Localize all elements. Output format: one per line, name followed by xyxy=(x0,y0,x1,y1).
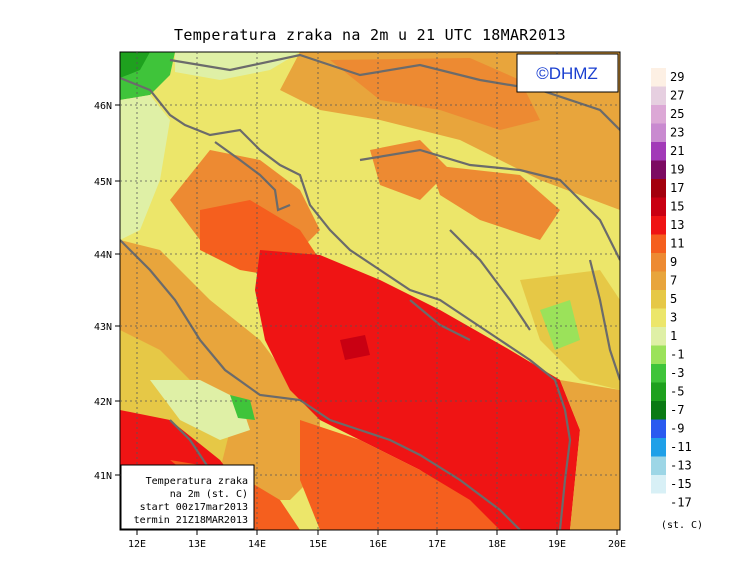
legend-label: 25 xyxy=(670,107,684,121)
info-box: Temperatura zraka na 2m (st. C) start 00… xyxy=(120,464,255,530)
lat-label: 43N xyxy=(94,322,112,333)
legend-label: 19 xyxy=(670,163,684,177)
lon-label: 15E xyxy=(309,539,327,550)
lat-label: 44N xyxy=(94,250,112,261)
lon-label: 19E xyxy=(548,539,566,550)
info-line: na 2m (st. C) xyxy=(170,489,248,500)
legend-swatch xyxy=(651,179,666,198)
copyright-box: ©DHMZ xyxy=(516,53,619,93)
legend-label: -13 xyxy=(670,459,692,473)
legend-label: 11 xyxy=(670,237,684,251)
legend-label: 3 xyxy=(670,311,677,325)
legend-unit: (st. C) xyxy=(661,520,703,531)
legend-swatch xyxy=(651,345,666,364)
legend-label: 29 xyxy=(670,70,684,84)
legend-label: -17 xyxy=(670,496,692,510)
legend-swatch xyxy=(651,68,666,87)
latitude-labels: 46N 45N 44N 43N 42N 41N xyxy=(94,101,112,482)
legend-swatch xyxy=(651,438,666,457)
legend-swatch xyxy=(651,364,666,383)
legend-swatch xyxy=(651,290,666,309)
legend-swatch xyxy=(651,382,666,401)
map-border xyxy=(119,51,621,531)
lat-label: 42N xyxy=(94,397,112,408)
lon-label: 17E xyxy=(428,539,446,550)
legend-swatch xyxy=(651,160,666,179)
legend-swatch xyxy=(651,142,666,161)
legend-label: 9 xyxy=(670,255,677,269)
lon-label: 12E xyxy=(128,539,146,550)
lat-label: 41N xyxy=(94,471,112,482)
graticule xyxy=(120,52,620,530)
legend-label: 15 xyxy=(670,200,684,214)
copyright-text: ©DHMZ xyxy=(536,64,598,83)
legend-swatch xyxy=(651,123,666,142)
longitude-labels: 12E 13E 14E 15E 16E 17E 18E 19E 20E xyxy=(128,539,626,550)
legend-swatch xyxy=(651,327,666,346)
info-line: Temperatura zraka xyxy=(146,476,248,487)
legend-swatch xyxy=(651,234,666,253)
legend-swatch xyxy=(651,308,666,327)
lat-label: 46N xyxy=(94,101,112,112)
legend-label: 17 xyxy=(670,181,684,195)
legend-swatch xyxy=(651,419,666,438)
legend-swatch xyxy=(651,456,666,475)
legend-label: -9 xyxy=(670,422,684,436)
info-line: termin 21Z18MAR2013 xyxy=(134,515,248,526)
tick-marks xyxy=(115,104,618,535)
lon-label: 13E xyxy=(188,539,206,550)
legend-swatch xyxy=(651,271,666,290)
legend-label: -15 xyxy=(670,477,692,491)
legend-label: 13 xyxy=(670,218,684,232)
coastlines xyxy=(120,53,620,530)
legend-swatch xyxy=(651,216,666,235)
lon-label: 18E xyxy=(488,539,506,550)
legend-label: -1 xyxy=(670,348,684,362)
legend-swatch xyxy=(651,475,666,494)
lon-label: 20E xyxy=(608,539,626,550)
legend-swatch xyxy=(651,253,666,272)
legend-label: 27 xyxy=(670,89,684,103)
lon-label: 14E xyxy=(248,539,266,550)
info-line: start 00z17mar2013 xyxy=(140,502,248,513)
legend-label: 1 xyxy=(670,329,677,343)
legend-swatch xyxy=(651,197,666,216)
legend-swatch xyxy=(651,105,666,124)
legend-swatch xyxy=(651,86,666,105)
legend-label: 23 xyxy=(670,126,684,140)
legend-label: -7 xyxy=(670,403,684,417)
color-legend: 29 27 25 23 21 19 17 15 13 11 9 7 5 3 1 -1 -3 -5 -7 -9 -11 -1… xyxy=(651,68,692,512)
temperature-field xyxy=(120,52,620,530)
legend-swatch xyxy=(651,401,666,420)
lat-label: 45N xyxy=(94,177,112,188)
legend-label: -3 xyxy=(670,366,684,380)
legend-label: 21 xyxy=(670,144,684,158)
legend-label: -11 xyxy=(670,440,692,454)
legend-label: 5 xyxy=(670,292,677,306)
lon-label: 16E xyxy=(369,539,387,550)
legend-label: 7 xyxy=(670,274,677,288)
legend-label: -5 xyxy=(670,385,684,399)
legend-swatch xyxy=(651,493,666,512)
map-title: Temperatura zraka na 2m u 21 UTC 18MAR20… xyxy=(174,26,566,44)
